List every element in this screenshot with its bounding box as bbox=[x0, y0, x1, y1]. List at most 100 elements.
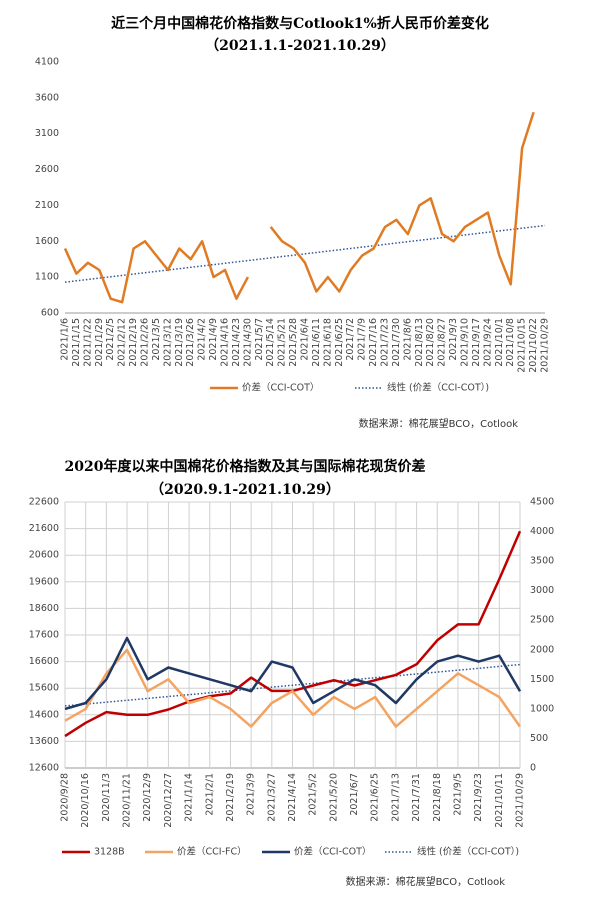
x-tick-label: 2021/4/23 bbox=[231, 318, 242, 367]
x-tick-label: 2021/4/30 bbox=[242, 318, 253, 367]
x-tick-label: 2020/10/16 bbox=[80, 773, 91, 828]
y-tick-label: 14600 bbox=[29, 709, 59, 720]
x-tick-label: 2020/12/9 bbox=[142, 773, 153, 822]
y2-tick-label: 2500 bbox=[530, 615, 554, 626]
x-tick-label: 2021/5/7 bbox=[254, 318, 265, 361]
x-tick-label: 2021/7/30 bbox=[391, 318, 402, 367]
y2-tick-label: 1000 bbox=[530, 703, 554, 714]
y-tick-label: 12600 bbox=[29, 763, 59, 774]
y-tick-label: 20600 bbox=[29, 550, 59, 561]
y2-tick-label: 3000 bbox=[530, 585, 554, 596]
x-tick-label: 2021/10/29 bbox=[540, 318, 551, 373]
chart-subtitle: （2020.9.1-2021.10.29） bbox=[150, 482, 340, 498]
x-tick-label: 2021/3/5 bbox=[151, 318, 162, 361]
y-tick-label: 21600 bbox=[29, 523, 59, 534]
x-tick-label: 2021/7/16 bbox=[368, 318, 379, 367]
x-tick-label: 2021/1/29 bbox=[94, 318, 105, 367]
series-line bbox=[64, 636, 522, 711]
y2-tick-label: 2000 bbox=[530, 644, 554, 655]
y-tick-label: 19600 bbox=[29, 576, 59, 587]
x-tick-label: 2021/9/5 bbox=[452, 773, 463, 816]
y2-tick-label: 0 bbox=[530, 763, 536, 774]
x-tick-label: 2021/1/14 bbox=[184, 773, 195, 822]
x-tick-label: 2021/9/23 bbox=[473, 773, 484, 822]
x-tick-label: 2021/6/4 bbox=[300, 318, 311, 361]
x-tick-label: 2021/8/18 bbox=[432, 773, 443, 822]
legend-label: 3128B bbox=[94, 847, 125, 858]
y2-tick-label: 4000 bbox=[530, 526, 554, 537]
y-tick-label: 22600 bbox=[29, 497, 59, 508]
x-tick-label: 2021/7/23 bbox=[380, 318, 391, 367]
x-tick-label: 2021/2/1 bbox=[204, 773, 215, 816]
x-tick-label: 2021/5/14 bbox=[265, 318, 276, 367]
x-tick-label: 2021/1/22 bbox=[82, 318, 93, 367]
y-tick-label: 1100 bbox=[35, 272, 59, 283]
x-tick-label: 2021/9/17 bbox=[471, 318, 482, 367]
x-tick-label: 2021/6/25 bbox=[334, 318, 345, 367]
x-tick-label: 2021/9/10 bbox=[460, 318, 471, 367]
x-tick-label: 2021/5/21 bbox=[277, 318, 288, 367]
legend-label: 价差（CCI-COT） bbox=[242, 382, 319, 394]
chart-title: 2020年度以来中国棉花价格指数及其与国际棉花现货价差 bbox=[65, 458, 426, 475]
x-tick-label: 2021/2/19 bbox=[225, 773, 236, 822]
trend-line bbox=[64, 663, 521, 707]
y-tick-label: 2100 bbox=[35, 200, 59, 211]
x-tick-label: 2020/11/3 bbox=[101, 773, 112, 822]
x-tick-label: 2021/3/12 bbox=[162, 318, 173, 367]
legend-label: 线性 (价差（CCI-COT）) bbox=[387, 382, 489, 394]
x-tick-label: 2021/3/19 bbox=[174, 318, 185, 367]
y-tick-label: 13600 bbox=[29, 736, 59, 747]
x-tick-label: 2021/6/25 bbox=[370, 773, 381, 822]
x-tick-label: 2021/8/20 bbox=[425, 318, 436, 367]
trend-line bbox=[64, 224, 546, 283]
x-tick-label: 2021/10/29 bbox=[515, 773, 526, 828]
x-tick-label: 2021/8/6 bbox=[402, 318, 413, 361]
x-tick-label: 2021/10/22 bbox=[528, 318, 539, 373]
x-tick-label: 2021/6/18 bbox=[322, 318, 333, 367]
x-tick-label: 2021/3/26 bbox=[185, 318, 196, 367]
y2-tick-label: 3500 bbox=[530, 556, 554, 567]
x-tick-label: 2021/3/9 bbox=[246, 773, 257, 816]
x-tick-label: 2021/5/28 bbox=[288, 318, 299, 367]
x-tick-label: 2021/5/2 bbox=[308, 773, 319, 816]
x-tick-label: 2021/10/11 bbox=[494, 773, 505, 828]
x-tick-label: 2021/1/6 bbox=[60, 318, 71, 361]
x-tick-label: 2021/3/27 bbox=[266, 773, 277, 822]
x-tick-label: 2021/4/14 bbox=[287, 773, 298, 822]
x-tick-label: 2021/2/12 bbox=[117, 318, 128, 367]
legend-label: 价差（CCI-COT） bbox=[294, 846, 371, 858]
x-tick-label: 2021/6/7 bbox=[349, 773, 360, 816]
x-tick-label: 2021/4/16 bbox=[220, 318, 231, 367]
y-tick-label: 15600 bbox=[29, 683, 59, 694]
x-tick-label: 2021/10/1 bbox=[494, 318, 505, 367]
y2-tick-label: 4500 bbox=[530, 497, 554, 508]
x-tick-label: 2020/12/27 bbox=[163, 773, 174, 828]
x-tick-label: 2021/7/13 bbox=[390, 773, 401, 822]
chart-title: 近三个月中国棉花价格指数与Cotlook1%折人民币价差变化 bbox=[111, 15, 489, 32]
x-tick-label: 2021/4/2 bbox=[197, 318, 208, 361]
x-tick-label: 2021/7/2 bbox=[345, 318, 356, 361]
x-tick-label: 2021/9/24 bbox=[482, 318, 493, 367]
x-tick-label: 2021/1/15 bbox=[71, 318, 82, 367]
x-tick-label: 2020/9/28 bbox=[60, 773, 71, 822]
y-tick-label: 3100 bbox=[35, 128, 59, 139]
y-tick-label: 2600 bbox=[35, 164, 59, 175]
x-tick-label: 2021/8/13 bbox=[414, 318, 425, 367]
y-tick-label: 1600 bbox=[35, 236, 59, 247]
x-tick-label: 2021/7/9 bbox=[357, 318, 368, 361]
x-tick-label: 2021/2/19 bbox=[128, 318, 139, 367]
y2-tick-label: 1500 bbox=[530, 674, 554, 685]
series-line bbox=[64, 648, 522, 728]
series-line bbox=[63, 111, 535, 304]
x-tick-label: 2021/8/27 bbox=[437, 318, 448, 367]
x-tick-label: 2021/2/26 bbox=[140, 318, 151, 367]
y-tick-label: 4100 bbox=[35, 57, 59, 68]
legend-label: 价差（CCI-FC） bbox=[177, 846, 247, 858]
legend-label: 线性 (价差（CCI-COT）) bbox=[417, 846, 519, 858]
x-tick-label: 2021/4/9 bbox=[208, 318, 219, 361]
x-tick-label: 2021/9/3 bbox=[448, 318, 459, 361]
x-tick-label: 2021/5/20 bbox=[328, 773, 339, 822]
source: 数据来源：棉花展望BCO，Cotlook bbox=[346, 875, 506, 888]
y-tick-label: 3600 bbox=[35, 92, 59, 103]
